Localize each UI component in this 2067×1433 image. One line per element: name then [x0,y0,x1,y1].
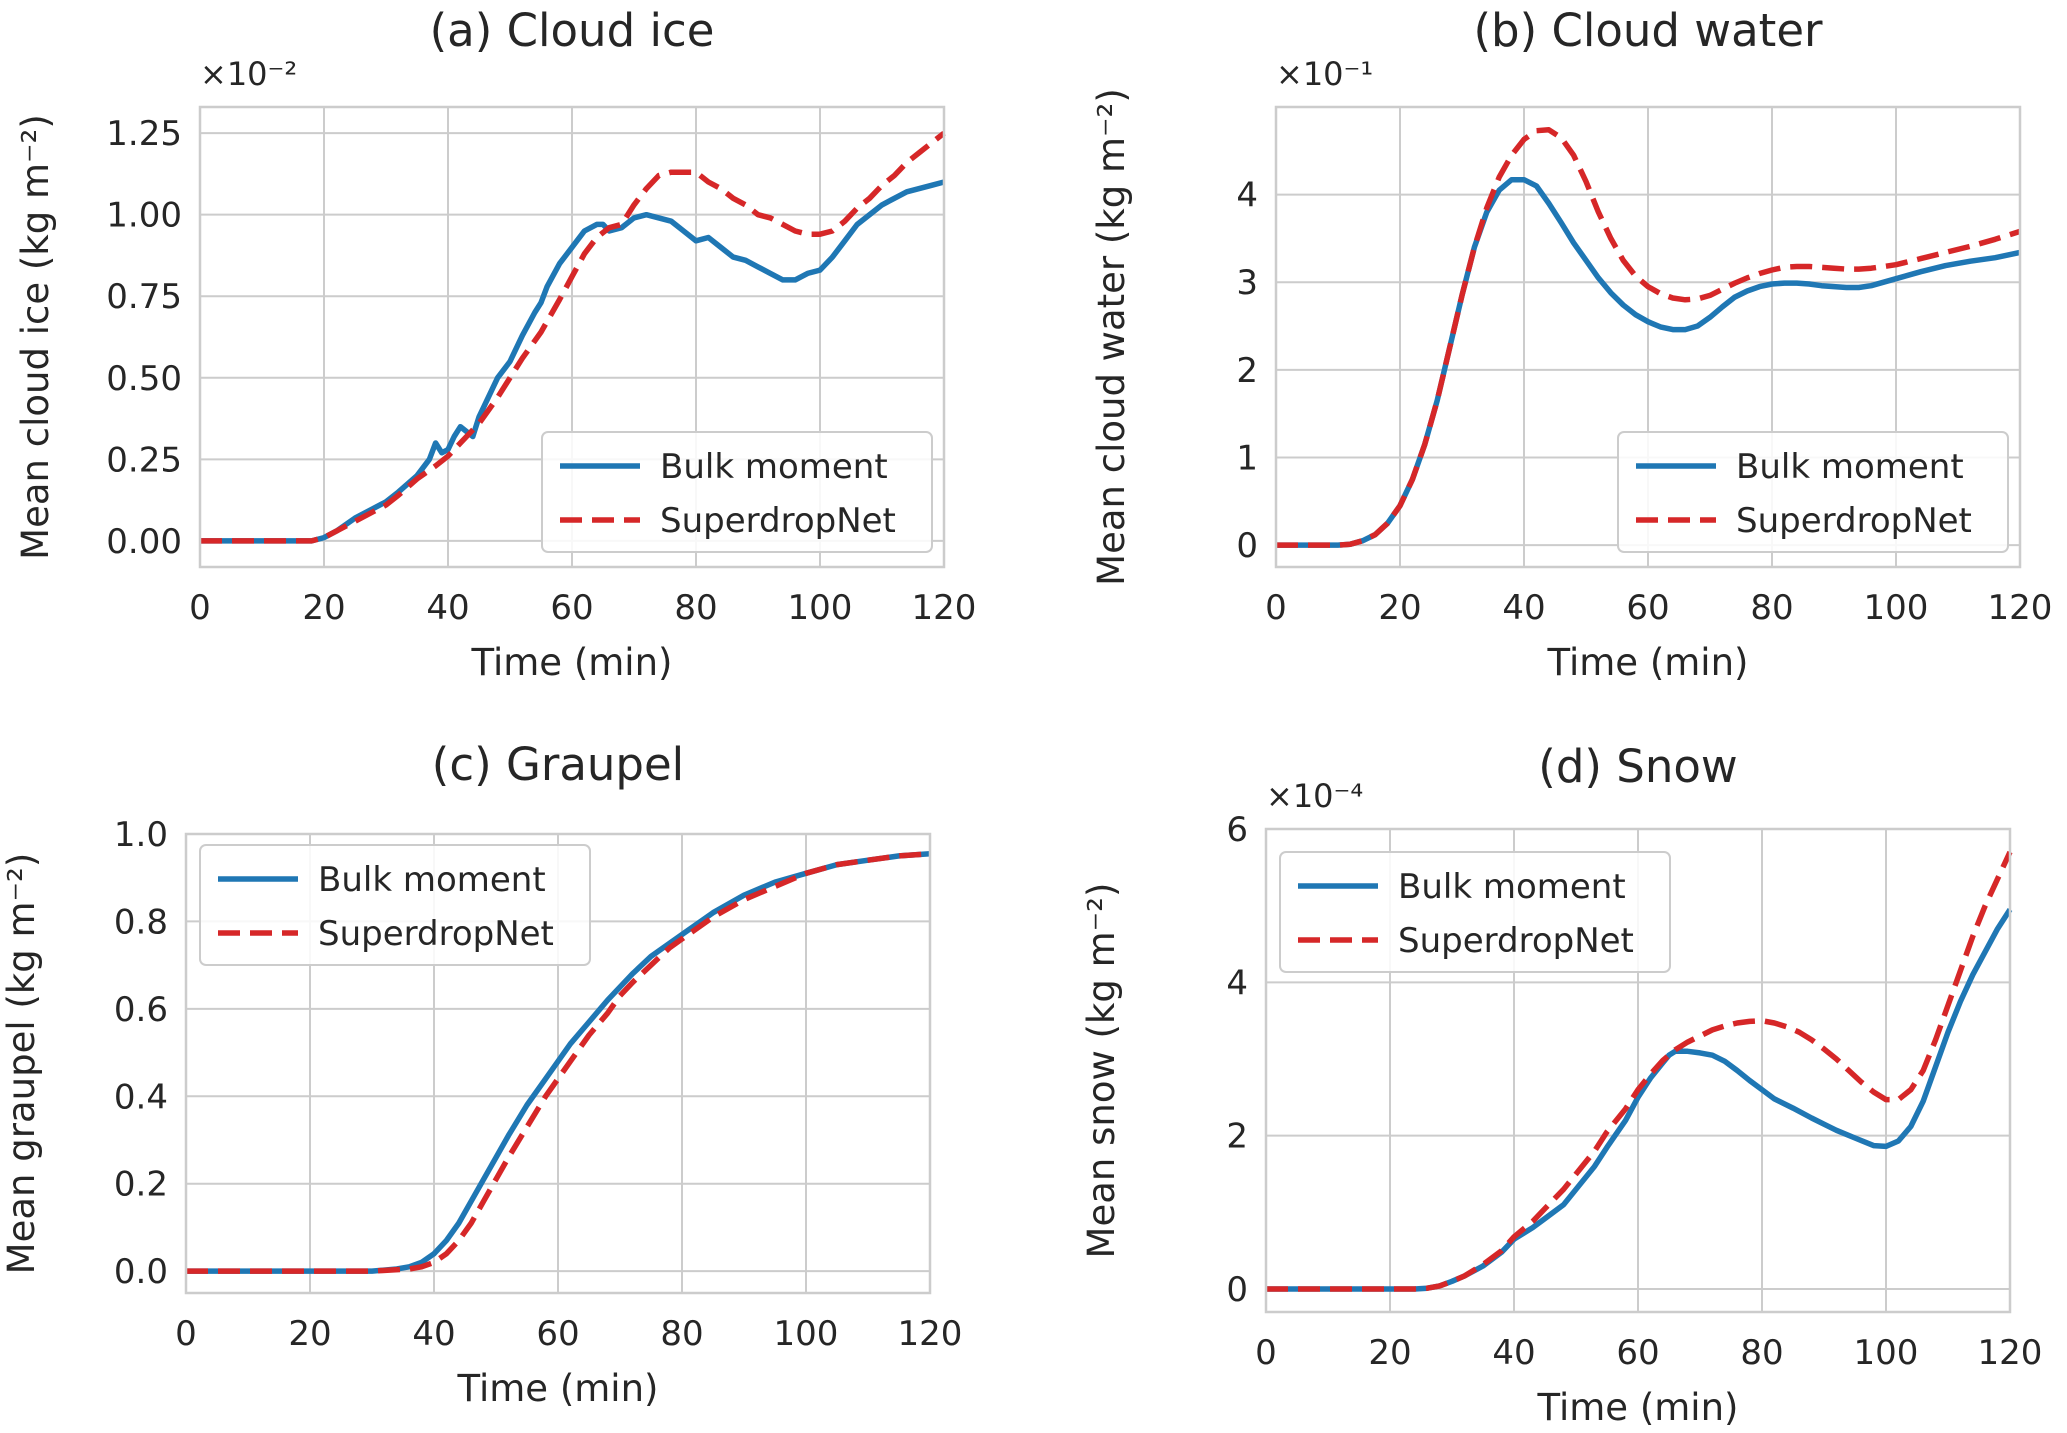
y-tick-label: 2 [1226,1117,1248,1157]
x-tick-label: 100 [774,1314,839,1354]
x-tick-label: 0 [1265,588,1287,628]
x-tick-label: 0 [1255,1333,1277,1373]
y-tick-label: 1.0 [114,815,168,855]
axes-frame [184,832,932,1295]
series-line-superdropnet [186,850,931,1274]
legend-label: Bulk moment [1398,867,1626,907]
x-tick-label: 120 [1978,1333,2043,1373]
x-axis-label: Time (min) [1547,641,1749,684]
y-tick-label: 6 [1226,810,1248,850]
chart-panel-3: 0 20 40 60 80 100 120 0 2 4 6 ×10⁻⁴ (d) Snow Time (mi… [1080,740,2042,1429]
y-tick-label: 0.00 [106,522,182,562]
chart-title: (a) Cloud ice [430,4,715,57]
axes-frame [1274,105,2022,569]
axis-exponent-label: ×10⁻² [200,55,297,93]
x-tick-label: 40 [412,1314,455,1354]
y-tick-label: 0.25 [106,440,182,480]
x-tick-label: 40 [426,588,469,628]
x-tick-label: 20 [1368,1333,1411,1373]
axis-exponent-label: ×10⁻¹ [1276,55,1373,93]
axes-frame [1264,827,2012,1314]
x-tick-label: 20 [302,588,345,628]
x-tick-label: 60 [536,1314,579,1354]
chart-title: (b) Cloud water [1473,4,1823,57]
y-tick-label: 3 [1236,263,1258,303]
x-tick-label: 120 [912,588,977,628]
y-tick-label: 0 [1236,526,1258,566]
x-tick-label: 100 [1854,1333,1919,1373]
chart-panel-0: 0 20 40 60 80 100 120 0.00 0.25 0.50 0.75 1.00 1.25 ×… [14,4,976,684]
x-tick-label: 0 [175,1314,197,1354]
x-tick-label: 120 [1988,588,2053,628]
chart-title: (c) Graupel [432,738,684,791]
x-tick-label: 100 [788,588,853,628]
y-tick-label: 1.25 [106,114,182,154]
series-line-bulk-moment [186,850,931,1274]
legend-label: SuperdropNet [318,914,554,954]
y-tick-label: 1 [1236,438,1258,478]
legend: Bulk moment SuperdropNet [1279,851,1671,973]
series-line-superdropnet [200,130,946,544]
y-tick-label: 2 [1236,351,1258,391]
axes-frame [198,105,946,569]
y-tick-label: 4 [1236,176,1258,216]
y-tick-label: 0.2 [114,1165,168,1205]
x-axis-label: Time (min) [1537,1386,1739,1429]
y-tick-label: 0.75 [106,277,182,317]
x-tick-label: 80 [1750,588,1793,628]
y-tick-label: 0.0 [114,1252,168,1292]
y-axis-label: Mean cloud ice (kg m⁻²) [14,114,57,560]
y-axis-label: Mean cloud water (kg m⁻²) [1090,88,1133,586]
y-tick-label: 0.8 [114,902,168,942]
y-tick-label: 0.50 [106,359,182,399]
series-line-superdropnet [1276,127,2021,548]
x-tick-label: 60 [550,588,593,628]
legend: Bulk moment SuperdropNet [1617,431,2009,553]
legend-label: SuperdropNet [1398,921,1634,961]
legend-label: Bulk moment [660,447,888,487]
legend-label: Bulk moment [318,860,546,900]
series-line-superdropnet [1266,850,2013,1292]
series-line-bulk-moment [200,179,945,544]
x-tick-label: 100 [1864,588,1929,628]
chart-panel-1: 0 20 40 60 80 100 120 0 1 2 3 4 ×10⁻¹ (b) Cloud water… [1090,4,2052,684]
y-tick-label: 0.4 [114,1077,168,1117]
x-tick-label: 80 [674,588,717,628]
legend-label: SuperdropNet [660,501,896,541]
chart-panel-2: 0 20 40 60 80 100 120 0.0 0.2 0.4 0.6 0.8 1.0 (c) Gra… [0,738,962,1410]
legend: Bulk moment SuperdropNet [199,844,591,966]
x-tick-label: 20 [288,1314,331,1354]
y-tick-label: 4 [1226,963,1248,1003]
x-tick-label: 20 [1378,588,1421,628]
axis-exponent-label: ×10⁻⁴ [1266,777,1363,815]
y-tick-label: 0.6 [114,990,168,1030]
legend: Bulk moment SuperdropNet [541,431,933,553]
x-tick-label: 0 [189,588,211,628]
x-axis-label: Time (min) [457,1367,659,1410]
y-tick-label: 0 [1226,1270,1248,1310]
y-tick-label: 1.00 [106,196,182,236]
x-tick-label: 60 [1626,588,1669,628]
x-tick-label: 40 [1502,588,1545,628]
x-axis-label: Time (min) [471,641,673,684]
x-tick-label: 120 [898,1314,963,1354]
x-tick-label: 80 [660,1314,703,1354]
chart-title: (d) Snow [1538,740,1737,793]
x-tick-label: 60 [1616,1333,1659,1373]
legend-label: SuperdropNet [1736,501,1972,541]
x-tick-label: 40 [1492,1333,1535,1373]
x-tick-label: 80 [1740,1333,1783,1373]
y-axis-label: Mean graupel (kg m⁻²) [0,853,43,1275]
y-axis-label: Mean snow (kg m⁻²) [1080,883,1123,1259]
legend-label: Bulk moment [1736,447,1964,487]
